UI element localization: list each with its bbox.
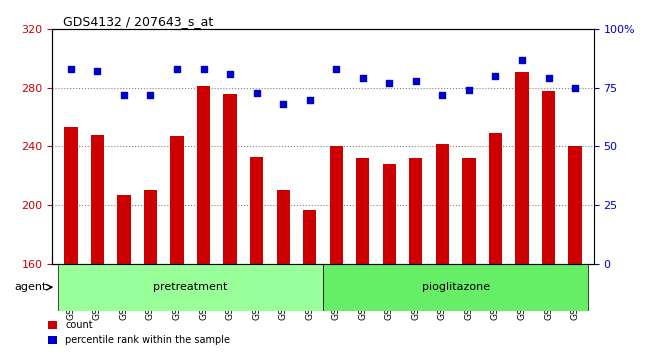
Text: GDS4132 / 207643_s_at: GDS4132 / 207643_s_at — [63, 15, 213, 28]
Bar — [91, 135, 104, 264]
Bar — [436, 143, 449, 264]
Bar — [224, 94, 237, 264]
Point — [437, 92, 448, 98]
Point — [252, 90, 262, 95]
Bar — [144, 190, 157, 264]
Point — [66, 66, 76, 72]
Bar — [542, 91, 555, 264]
Bar — [462, 158, 476, 264]
Bar — [410, 158, 422, 264]
Bar — [356, 158, 369, 264]
Point — [358, 76, 368, 81]
Bar — [118, 195, 131, 264]
Point — [146, 92, 156, 98]
Point — [411, 78, 421, 84]
Bar — [250, 157, 263, 264]
Point — [198, 66, 209, 72]
Point — [570, 85, 580, 91]
Bar — [489, 133, 502, 264]
Bar — [197, 86, 210, 264]
Bar — [383, 164, 396, 264]
FancyBboxPatch shape — [323, 264, 588, 311]
Point — [92, 69, 103, 74]
Point — [119, 92, 129, 98]
Text: pretreatment: pretreatment — [153, 282, 228, 292]
Point — [517, 57, 527, 63]
FancyBboxPatch shape — [58, 264, 323, 311]
Bar — [276, 190, 290, 264]
Bar — [515, 72, 528, 264]
Bar — [330, 147, 343, 264]
Bar — [64, 127, 77, 264]
Point — [384, 80, 395, 86]
Bar — [303, 210, 317, 264]
Bar — [569, 147, 582, 264]
Text: agent: agent — [15, 282, 47, 292]
Point — [331, 66, 341, 72]
Point — [172, 66, 182, 72]
Bar — [170, 136, 184, 264]
Text: pioglitazone: pioglitazone — [422, 282, 489, 292]
Point — [543, 76, 554, 81]
Point — [225, 71, 235, 76]
Point — [463, 87, 474, 93]
Point — [490, 73, 501, 79]
Point — [304, 97, 315, 102]
Point — [278, 101, 289, 107]
Legend: count, percentile rank within the sample: count, percentile rank within the sample — [44, 316, 234, 349]
